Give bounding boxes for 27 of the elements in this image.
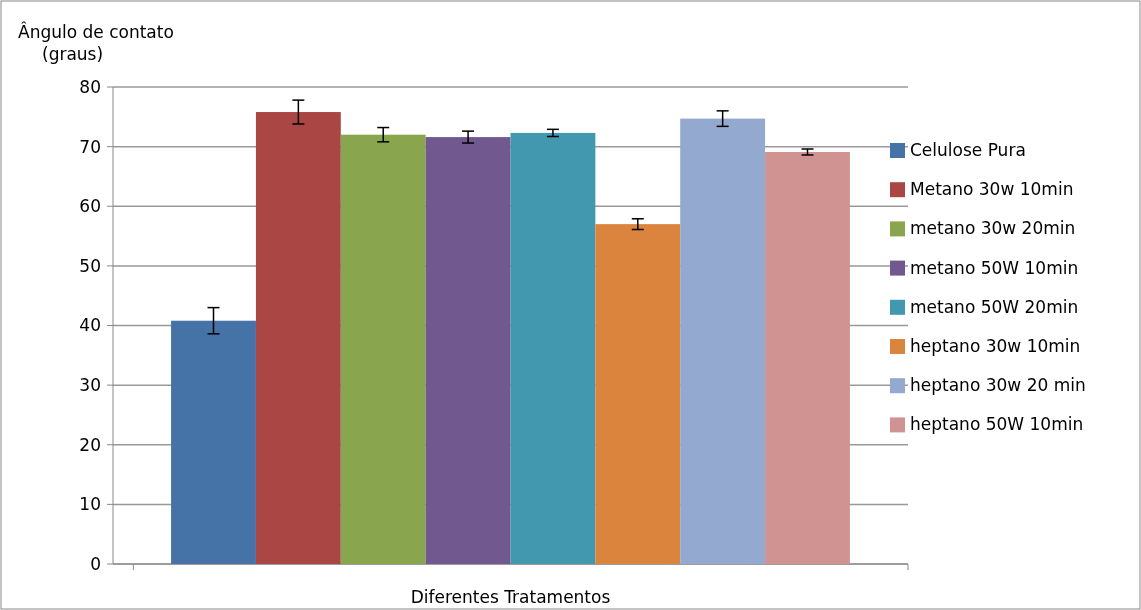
y-tick-label: 30 bbox=[79, 375, 101, 396]
bar bbox=[765, 151, 850, 564]
bar bbox=[340, 134, 426, 564]
y-tick-label: 80 bbox=[79, 76, 101, 97]
y-tick-label: 0 bbox=[90, 553, 101, 574]
bar bbox=[595, 224, 681, 564]
bar bbox=[680, 118, 766, 564]
legend-label: Celulose Pura bbox=[910, 139, 1026, 160]
bar bbox=[171, 320, 256, 564]
y-tick-label: 20 bbox=[79, 434, 101, 455]
legend-label: metano 30w 20min bbox=[910, 218, 1076, 239]
legend-label: metano 50W 20min bbox=[910, 296, 1079, 317]
y-axis-title: Ângulo de contato (graus) bbox=[18, 21, 174, 64]
legend-label: heptano 30w 20 min bbox=[910, 375, 1086, 396]
y-tick-label: 60 bbox=[79, 196, 101, 217]
y-tick-label: 50 bbox=[79, 255, 101, 276]
bar bbox=[510, 132, 596, 564]
legend-label: metano 50W 10min bbox=[910, 257, 1079, 278]
legend-label: Metano 30w 10min bbox=[910, 179, 1074, 200]
legend-label: heptano 50W 10min bbox=[910, 414, 1084, 435]
bar bbox=[425, 137, 511, 564]
legend-label: heptano 30w 10min bbox=[910, 335, 1081, 356]
y-tick-label: 70 bbox=[79, 136, 101, 157]
y-tick-label: 10 bbox=[79, 494, 101, 515]
y-tick-label: 40 bbox=[79, 315, 101, 336]
bar bbox=[255, 112, 341, 564]
x-axis-title: Diferentes Tratamentos bbox=[410, 587, 611, 607]
